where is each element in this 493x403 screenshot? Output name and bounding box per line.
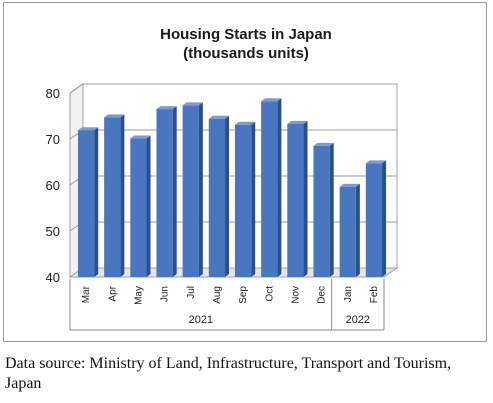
bar-top <box>156 106 177 110</box>
x-category-label: Jan <box>343 286 354 302</box>
bar <box>313 145 330 277</box>
bar <box>261 101 278 277</box>
x-category-label: Sep <box>238 286 249 304</box>
gridline <box>69 83 397 94</box>
bar-top <box>365 160 387 164</box>
bar-side <box>146 135 151 277</box>
bar-side <box>251 121 256 278</box>
bar <box>234 124 252 278</box>
bar-side <box>225 115 230 277</box>
year-group-label: 2021 <box>189 314 213 326</box>
y-axis-ticks: 40 50 60 70 80 <box>46 86 60 285</box>
bar-side <box>303 120 308 277</box>
x-axis-year-groups: 2021 2022 <box>69 279 385 331</box>
bar-side <box>382 160 387 277</box>
y-tick-label: 70 <box>46 132 60 147</box>
x-category-label: Aug <box>212 286 223 304</box>
bar-top <box>313 142 334 146</box>
bar-top <box>208 115 230 119</box>
bar <box>182 105 199 277</box>
y-tick-label: 50 <box>46 224 60 239</box>
bar <box>156 109 173 277</box>
source-note: Data source: Ministry of Land, Infrastru… <box>5 355 452 392</box>
chart-title: Housing Starts in Japan <box>160 26 332 43</box>
bars <box>77 98 387 278</box>
bar-side <box>355 183 360 277</box>
bar-top <box>287 120 308 124</box>
x-category-label: Oct <box>264 286 275 302</box>
bar-side <box>94 127 99 277</box>
y-tick-label: 40 <box>46 270 60 285</box>
chart-frame: 40 50 60 70 80 Mar Apr May Jun Jul Aug Sep Oct Nov De… <box>3 2 487 342</box>
bar-side <box>329 142 334 277</box>
x-category-label: Mar <box>81 285 92 303</box>
bar-top <box>104 114 125 118</box>
bar <box>287 123 304 277</box>
bar-side <box>172 106 177 277</box>
bar-side <box>277 98 282 277</box>
bar <box>104 117 121 277</box>
bar-top <box>339 183 360 187</box>
x-category-label: Jun <box>160 286 171 302</box>
chart-plot: 40 50 60 70 80 Mar Apr May Jun Jul Aug Sep Oct Nov De… <box>46 26 399 331</box>
bar <box>339 186 356 277</box>
y-tick-label: 80 <box>46 86 60 101</box>
bar-top <box>234 121 256 125</box>
bar-side <box>120 114 125 277</box>
year-group-label: 2022 <box>346 314 370 326</box>
bar-top <box>261 98 282 102</box>
x-category-label: Jul <box>186 286 197 299</box>
x-category-label: Dec <box>317 286 328 304</box>
bar <box>130 138 147 277</box>
x-category-label: Feb <box>369 286 380 304</box>
x-category-label: Apr <box>107 285 118 301</box>
bar-top <box>182 102 203 106</box>
bar-top <box>130 135 151 139</box>
bar-side <box>198 102 203 277</box>
x-category-label: May <box>133 286 144 305</box>
bar <box>365 163 383 277</box>
bar <box>77 130 95 277</box>
y-tick-label: 60 <box>46 178 60 193</box>
chart-subtitle: (thousands units) <box>183 45 309 62</box>
bar <box>208 118 226 277</box>
bar-top <box>77 127 99 131</box>
x-category-label: Nov <box>290 286 301 304</box>
x-axis-categories: Mar Apr May Jun Jul Aug Sep Oct Nov Dec Jan Feb <box>81 285 380 305</box>
